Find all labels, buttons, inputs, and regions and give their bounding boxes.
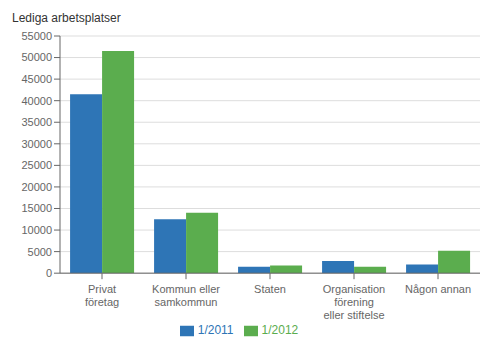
svg-text:55000: 55000 — [21, 30, 52, 42]
svg-text:0: 0 — [46, 267, 52, 279]
svg-text:Privatföretag: Privatföretag — [85, 283, 119, 308]
html-text:1/2011: 1/2011 — [197, 323, 234, 338]
svg-text:Staten: Staten — [254, 283, 286, 295]
svg-text:Organisationföreningeller stif: Organisationföreningeller stiftelse — [323, 283, 385, 321]
svg-text:Någon annan: Någon annan — [405, 283, 471, 295]
svg-text:15000: 15000 — [21, 202, 52, 214]
html-text:1/2012: 1/2012 — [261, 323, 299, 338]
svg-text:45000: 45000 — [21, 73, 52, 85]
html-text:Lediga arbetsplatser: Lediga arbetsplatser — [12, 11, 121, 25]
svg-text:35000: 35000 — [21, 116, 52, 128]
svg-text:Kommun ellersamkommun: Kommun ellersamkommun — [152, 283, 220, 308]
svg-text:20000: 20000 — [21, 181, 52, 193]
svg-text:25000: 25000 — [21, 159, 52, 171]
svg-text:10000: 10000 — [21, 224, 52, 236]
svg-text:50000: 50000 — [21, 51, 52, 63]
svg-text:5000: 5000 — [28, 246, 52, 258]
svg-text:40000: 40000 — [21, 95, 52, 107]
svg-text:30000: 30000 — [21, 138, 52, 150]
